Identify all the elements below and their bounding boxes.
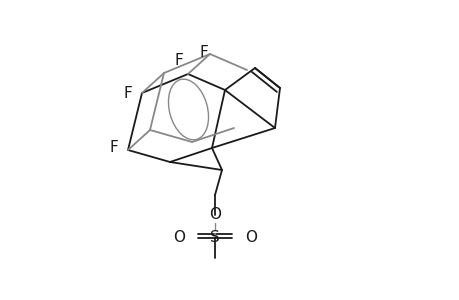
Text: F: F <box>174 53 183 68</box>
Text: O: O <box>208 208 220 223</box>
Text: F: F <box>123 85 132 100</box>
Text: O: O <box>245 230 257 245</box>
Text: O: O <box>173 230 185 245</box>
Text: S: S <box>210 230 219 245</box>
Text: F: F <box>109 140 118 155</box>
Text: F: F <box>200 45 208 60</box>
